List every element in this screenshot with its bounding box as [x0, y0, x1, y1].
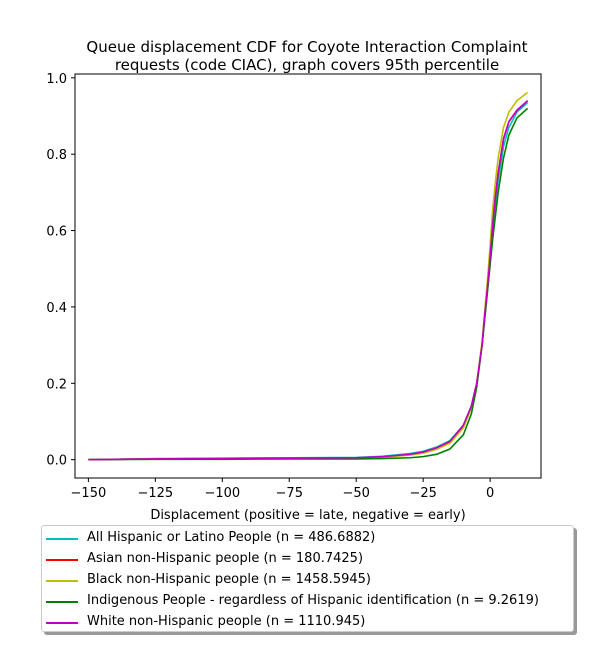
- plot-area-frame: [74, 73, 542, 479]
- legend-label: Black non-Hispanic people (n = 1458.5945…: [87, 572, 371, 587]
- x-tick-label: −75: [276, 486, 303, 501]
- series-line-3: [88, 107, 529, 461]
- legend-label: Asian non-Hispanic people (n = 180.7425): [87, 551, 364, 566]
- legend-label: White non-Hispanic people (n = 1110.945): [87, 614, 366, 629]
- legend-swatch: [46, 559, 78, 561]
- y-tick-label: 0.4: [46, 301, 67, 316]
- y-tick-label: 0.8: [46, 148, 67, 163]
- legend: All Hispanic or Latino People (n = 486.6…: [41, 525, 574, 632]
- series-line-2: [88, 91, 529, 461]
- x-tick-label: −100: [204, 486, 240, 501]
- y-tick-label: 0.0: [46, 454, 67, 469]
- x-tick-label: −150: [71, 486, 107, 501]
- x-tick-label: −50: [342, 486, 369, 501]
- legend-swatch: [46, 622, 78, 624]
- legend-item: Indigenous People - regardless of Hispan…: [42, 591, 573, 611]
- legend-item: Black non-Hispanic people (n = 1458.5945…: [42, 570, 573, 590]
- legend-item: White non-Hispanic people (n = 1110.945): [42, 612, 573, 632]
- chart-title-line-2: requests (code CIAC), graph covers 95th …: [114, 56, 500, 74]
- series-line-4: [88, 100, 529, 461]
- legend-swatch: [46, 580, 78, 582]
- legend-item: Asian non-Hispanic people (n = 180.7425): [42, 549, 573, 569]
- y-tick-label: 1.0: [46, 72, 67, 87]
- chart-title-line-1: Queue displacement CDF for Coyote Intera…: [86, 38, 528, 56]
- x-tick-label: −25: [409, 486, 436, 501]
- legend-label: All Hispanic or Latino People (n = 486.6…: [87, 530, 376, 545]
- legend-label: Indigenous People - regardless of Hispan…: [87, 593, 539, 608]
- series-line-1: [88, 100, 529, 461]
- series-layer: [88, 91, 529, 461]
- x-axis: −150 −125 −100 −75 −50 −25 0: [71, 478, 494, 501]
- x-tick-label: 0: [486, 486, 494, 501]
- legend-swatch: [46, 601, 78, 603]
- line-chart: −150 −125 −100 −75 −50 −25 0 0.0 0.2 0.4 0.6 0.8 1.…: [46, 72, 542, 523]
- x-axis-label: Displacement (positive = late, negative …: [150, 508, 465, 523]
- x-tick-label: −125: [137, 486, 173, 501]
- y-axis: 0.0 0.2 0.4 0.6 0.8 1.0: [46, 72, 75, 469]
- y-tick-label: 0.2: [46, 377, 67, 392]
- legend-swatch: [46, 538, 78, 540]
- y-tick-label: 0.6: [46, 225, 67, 240]
- series-line-0: [88, 102, 529, 461]
- legend-item: All Hispanic or Latino People (n = 486.6…: [42, 528, 573, 548]
